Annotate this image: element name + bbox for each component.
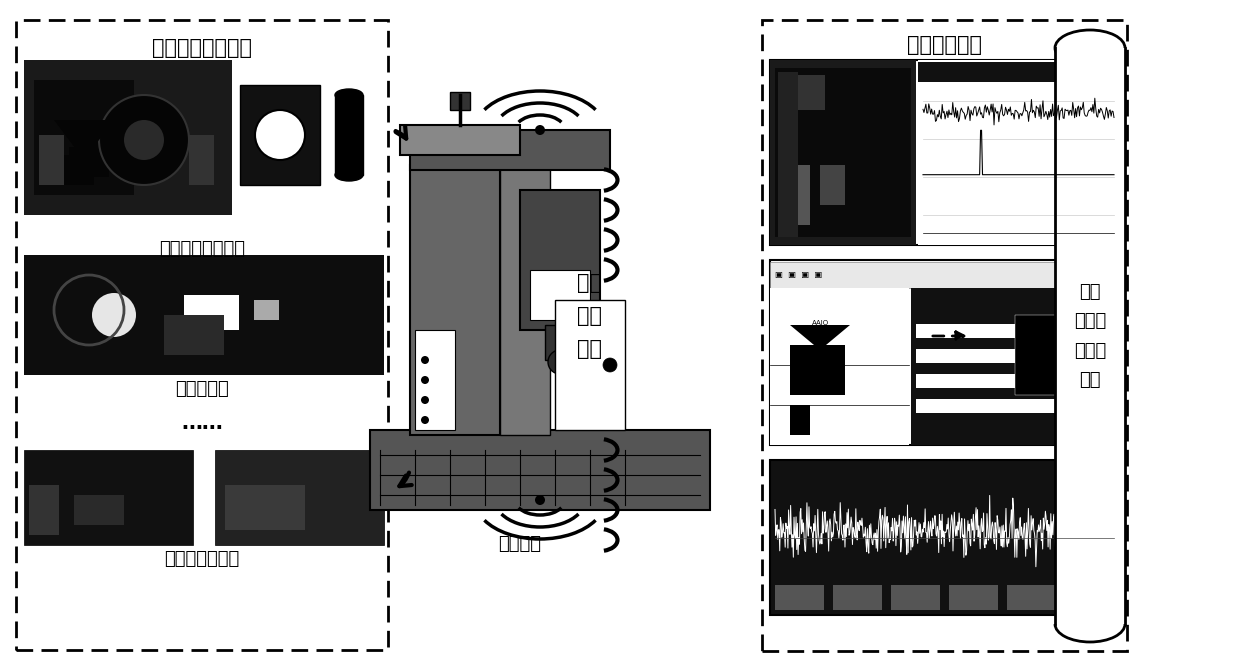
Bar	[770, 260, 1118, 445]
Circle shape	[534, 495, 546, 505]
Bar	[33, 80, 134, 195]
Circle shape	[92, 293, 136, 337]
Bar	[892, 585, 940, 610]
Text: 加工状态传感系统: 加工状态传感系统	[153, 38, 252, 58]
Polygon shape	[790, 325, 849, 350]
Circle shape	[422, 376, 429, 384]
Bar	[949, 585, 998, 610]
Bar	[401, 125, 520, 155]
Bar	[918, 60, 1118, 245]
Bar	[415, 330, 455, 430]
Bar	[74, 495, 124, 525]
Bar	[916, 374, 1030, 388]
Bar	[770, 460, 1118, 615]
Bar	[1007, 585, 1056, 610]
Circle shape	[422, 356, 429, 364]
Bar	[69, 147, 109, 177]
Text: ……: ……	[181, 413, 223, 433]
Bar	[188, 135, 215, 185]
Bar	[370, 430, 711, 510]
Text: 智能
数据库
及后续
处理: 智能 数据库 及后续 处理	[1074, 283, 1106, 389]
Circle shape	[99, 95, 188, 185]
Bar	[500, 165, 551, 435]
Bar	[833, 585, 882, 610]
Bar	[24, 60, 232, 215]
Bar	[770, 262, 1118, 288]
Bar	[770, 288, 909, 445]
Bar	[790, 405, 810, 435]
Bar	[410, 165, 500, 435]
Circle shape	[124, 120, 164, 160]
Circle shape	[603, 358, 618, 372]
Bar	[1055, 48, 1125, 624]
Bar	[911, 288, 1118, 445]
Bar	[215, 450, 384, 545]
Bar	[520, 190, 600, 330]
Ellipse shape	[335, 169, 363, 181]
Bar	[16, 20, 388, 650]
Bar	[556, 300, 625, 430]
Bar	[164, 315, 224, 355]
Bar	[24, 255, 384, 375]
Bar	[775, 68, 911, 237]
Circle shape	[255, 110, 305, 160]
Text: 多维动态信号采集: 多维动态信号采集	[159, 240, 246, 258]
Text: 智能
控制
设备: 智能 控制 设备	[578, 274, 603, 359]
Bar	[1016, 315, 1109, 395]
Bar	[777, 72, 799, 237]
Text: AAIO: AAIO	[811, 320, 828, 326]
Circle shape	[422, 416, 429, 424]
Text: 声发射信号采集: 声发射信号采集	[165, 550, 239, 568]
Bar	[770, 60, 916, 245]
Text: 激光测振仳: 激光测振仳	[175, 380, 229, 398]
Text: 制造单元: 制造单元	[498, 535, 542, 553]
Bar	[780, 165, 810, 225]
Bar	[529, 270, 590, 320]
Bar	[916, 349, 1052, 363]
Circle shape	[534, 125, 546, 135]
Bar	[916, 399, 1092, 413]
Bar	[820, 165, 844, 205]
Bar	[335, 95, 363, 175]
Ellipse shape	[1055, 30, 1125, 66]
Bar	[410, 130, 610, 170]
Circle shape	[422, 396, 429, 404]
Bar	[84, 139, 124, 169]
Bar	[790, 345, 844, 395]
Bar	[55, 155, 94, 185]
Ellipse shape	[335, 89, 363, 101]
Bar	[546, 325, 575, 360]
Text: ▣  ▣  ▣  ▣: ▣ ▣ ▣ ▣	[775, 271, 822, 280]
Bar	[38, 135, 64, 185]
Bar	[241, 85, 320, 185]
Bar	[184, 295, 239, 330]
Bar	[450, 92, 470, 110]
Bar	[775, 585, 825, 610]
Text: 加工状态数据: 加工状态数据	[906, 35, 982, 55]
Bar	[224, 485, 305, 530]
Polygon shape	[55, 120, 114, 160]
Bar	[918, 62, 1118, 82]
Bar	[29, 485, 60, 535]
Bar	[763, 20, 1127, 651]
Bar	[916, 324, 1073, 338]
Bar	[785, 75, 825, 110]
Bar	[254, 300, 279, 320]
Circle shape	[548, 350, 572, 374]
Bar	[770, 60, 1118, 245]
Bar	[24, 450, 193, 545]
